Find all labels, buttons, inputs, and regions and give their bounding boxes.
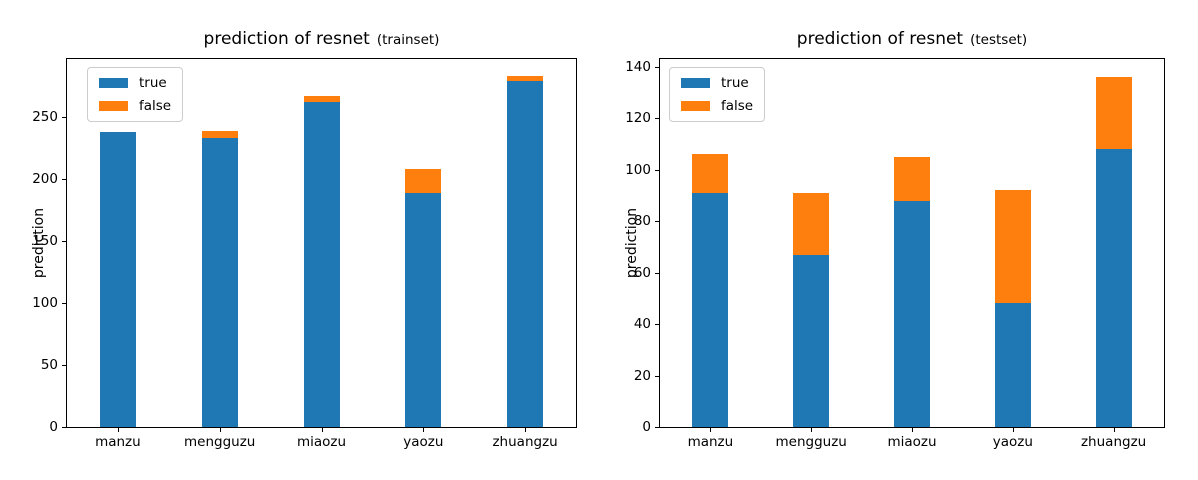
bar-false-miaozu xyxy=(303,96,340,103)
legend-swatch-false xyxy=(681,101,710,111)
x-tick-mark xyxy=(912,427,913,432)
bar-true-mengguzu xyxy=(201,138,238,427)
chart-title-suffix: (trainset) xyxy=(376,32,440,48)
legend-swatch-true xyxy=(99,78,128,88)
x-tick-mark xyxy=(525,427,527,432)
chart-title-trainset: prediction of resnet (trainset) xyxy=(66,29,577,49)
y-tick-label: 100 xyxy=(32,295,58,312)
y-tick-label: 50 xyxy=(40,357,58,374)
x-tick-mark xyxy=(117,427,119,432)
x-tick-label-miaozu: miaozu xyxy=(887,434,937,450)
y-tick-mark xyxy=(62,427,67,428)
y-tick-label: 60 xyxy=(633,264,651,281)
y-tick-mark xyxy=(62,303,67,305)
bar-false-miaozu xyxy=(894,156,930,201)
y-tick-label: 0 xyxy=(642,419,651,435)
legend-testset: true false xyxy=(669,67,766,122)
y-tick-mark xyxy=(655,169,660,171)
y-tick-mark xyxy=(655,221,660,223)
y-tick-mark xyxy=(655,66,660,68)
x-tick-label-mengguzu: mengguzu xyxy=(775,434,847,450)
legend-swatch-true xyxy=(681,78,710,88)
legend-label-true: true xyxy=(721,75,749,91)
x-tick-label-zhuangzu: zhuangzu xyxy=(1080,434,1147,450)
x-tick-mark xyxy=(321,427,323,432)
bar-true-miaozu xyxy=(303,102,340,427)
y-tick-label: 20 xyxy=(633,367,651,384)
y-tick-mark xyxy=(655,375,660,377)
x-tick-mark xyxy=(811,427,813,432)
x-tick-mark xyxy=(1113,427,1115,432)
bar-true-yaozu xyxy=(405,192,442,427)
chart-title-main: prediction of resnet xyxy=(796,29,964,49)
bar-false-mengguzu xyxy=(793,192,830,255)
legend-label-false: false xyxy=(139,98,172,114)
chart-title-main: prediction of resnet xyxy=(203,29,370,49)
legend-trainset: true false xyxy=(87,67,184,122)
bar-true-manzu xyxy=(692,192,729,427)
bar-false-yaozu xyxy=(405,169,442,193)
y-tick-label: 200 xyxy=(32,171,58,188)
axes-trainset: true false 0 50 100 150 200 250 manzu mengguzu m… xyxy=(32,58,577,450)
legend-entry-false: false xyxy=(681,98,753,114)
y-tick-mark xyxy=(655,118,660,120)
y-tick-mark xyxy=(62,117,67,119)
x-tick-label-yaozu: yaozu xyxy=(992,434,1033,450)
axes-testset: true false 0 20 40 60 80 100 120 140 manzu menggu… xyxy=(625,58,1165,450)
y-tick-mark xyxy=(62,179,67,181)
x-tick-label-zhuangzu: zhuangzu xyxy=(492,434,558,450)
y-tick-label: 0 xyxy=(49,419,58,435)
y-tick-label: 250 xyxy=(32,109,58,126)
x-tick-label-manzu: manzu xyxy=(687,434,734,450)
chart-title-testset: prediction of resnet (testset) xyxy=(659,29,1165,49)
bar-false-mengguzu xyxy=(201,130,238,139)
bar-true-mengguzu xyxy=(793,254,830,427)
legend-label-false: false xyxy=(721,98,754,114)
x-tick-mark xyxy=(1012,427,1014,432)
legend-entry-true: true xyxy=(681,75,753,91)
chart-title-suffix: (testset) xyxy=(970,32,1028,48)
bar-true-yaozu xyxy=(994,303,1031,427)
bar-true-zhuangzu xyxy=(507,81,544,427)
bar-false-zhuangzu xyxy=(1095,77,1132,150)
bar-false-yaozu xyxy=(994,190,1031,304)
x-tick-mark xyxy=(423,427,425,432)
legend-swatch-false xyxy=(99,101,128,111)
x-tick-label-miaozu: miaozu xyxy=(296,434,347,450)
x-tick-label-yaozu: yaozu xyxy=(403,434,444,450)
bar-false-zhuangzu xyxy=(507,76,544,82)
legend-label-true: true xyxy=(139,75,167,91)
x-tick-label-manzu: manzu xyxy=(95,434,141,450)
y-tick-label: 120 xyxy=(625,110,651,127)
y-tick-label: 80 xyxy=(633,213,651,230)
legend-entry-false: false xyxy=(99,98,171,114)
bar-false-manzu xyxy=(692,154,729,193)
y-tick-label: 100 xyxy=(625,161,651,178)
y-tick-mark xyxy=(62,241,67,243)
x-tick-mark xyxy=(710,427,712,432)
y-tick-label: 40 xyxy=(633,316,651,333)
x-tick-mark xyxy=(219,427,221,432)
y-tick-mark xyxy=(655,272,660,274)
legend-entry-true: true xyxy=(99,75,171,91)
y-tick-mark xyxy=(655,324,660,326)
y-tick-label: 150 xyxy=(32,233,58,250)
y-tick-label: 140 xyxy=(625,58,651,75)
bar-true-miaozu xyxy=(894,200,930,427)
y-tick-mark xyxy=(655,427,660,428)
bar-true-zhuangzu xyxy=(1095,149,1132,427)
bar-true-manzu xyxy=(99,132,136,427)
y-tick-mark xyxy=(62,365,67,367)
x-tick-label-mengguzu: mengguzu xyxy=(184,434,256,450)
